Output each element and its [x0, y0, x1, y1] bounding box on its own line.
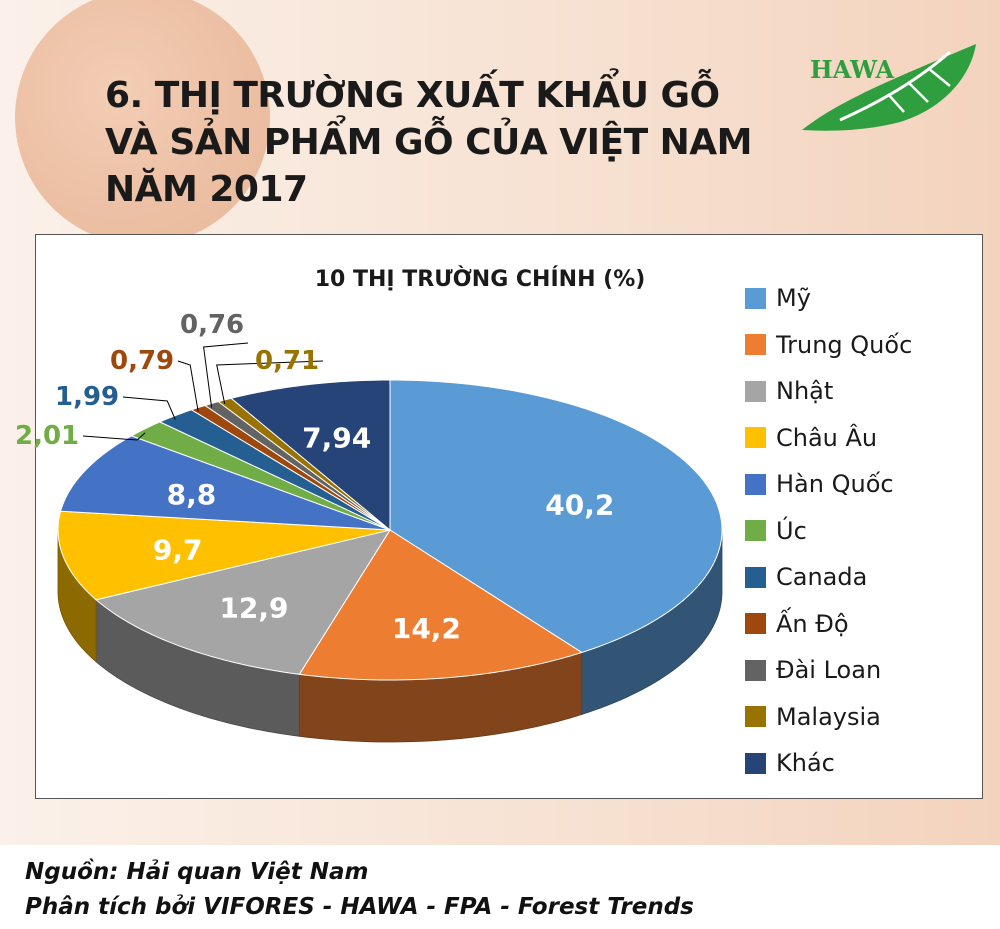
data-label-uc: 2,01 — [15, 421, 79, 451]
legend-item-nhat: Nhật — [745, 368, 965, 415]
title-line-2: VÀ SẢN PHẨM GỖ CỦA VIỆT NAM — [105, 122, 752, 163]
data-label-khac: 7,94 — [302, 422, 371, 455]
legend-item-han-quoc: Hàn Quốc — [745, 461, 965, 508]
legend-swatch — [745, 287, 766, 309]
data-label-nhat: 12,9 — [219, 592, 288, 625]
legend-swatch — [745, 427, 766, 449]
leader-line-uc — [82, 432, 146, 441]
decorative-circle — [15, 0, 270, 245]
legend-item-trung-quoc: Trung Quốc — [745, 322, 965, 369]
legend-swatch — [745, 659, 766, 681]
legend-label: Châu Âu — [776, 423, 878, 452]
data-label-dai-loan: 0,76 — [180, 310, 244, 340]
logo-text: HAWA — [810, 55, 895, 84]
legend-item-my: Mỹ — [745, 275, 965, 322]
data-label-chau-au: 9,7 — [153, 533, 203, 566]
legend-label: Malaysia — [776, 702, 881, 731]
page-title: 6. THỊ TRƯỜNG XUẤT KHẨU GỖ VÀ SẢN PHẨM G… — [105, 72, 795, 213]
legend-label: Hàn Quốc — [776, 470, 894, 499]
data-label-my: 40,2 — [545, 489, 614, 522]
legend-swatch — [745, 334, 766, 356]
slice-khac — [230, 379, 391, 532]
legend-label: Nhật — [776, 377, 834, 406]
source-note: Nguồn: Hải quan Việt Nam Phân tích bởi V… — [25, 855, 694, 925]
data-label-an-do: 0,79 — [110, 346, 174, 376]
legend-item-malaysia: Malaysia — [745, 694, 965, 741]
slice-my — [389, 379, 723, 653]
leader-line-dai-loan — [203, 342, 249, 408]
data-label-han-quoc: 8,8 — [167, 478, 217, 511]
slice-trung-quoc — [298, 529, 583, 681]
hawa-logo: HAWA — [800, 38, 980, 134]
legend-item-canada: Canada — [745, 554, 965, 601]
title-line-1: 6. THỊ TRƯỜNG XUẤT KHẨU GỖ — [105, 75, 720, 116]
legend-swatch — [745, 473, 766, 495]
legend-label: Khác — [776, 749, 835, 778]
legend-swatch — [745, 706, 766, 728]
legend-label: Trung Quốc — [776, 330, 913, 359]
chart-legend: Mỹ Trung Quốc Nhật Châu Âu Hàn Quốc Úc Canada Ấ… — [745, 275, 965, 787]
legend-label: Đài Loan — [776, 656, 882, 685]
leaf-icon: HAWA — [802, 44, 976, 131]
slice-nhat — [95, 529, 392, 675]
data-label-trung-quoc: 14,2 — [392, 612, 461, 645]
legend-swatch — [745, 752, 766, 774]
leader-line-an-do — [177, 360, 199, 412]
legend-label: Mỹ — [776, 284, 811, 313]
leader-line-malaysia — [216, 360, 324, 405]
title-line-3: NĂM 2017 — [105, 169, 308, 210]
legend-label: Ấn Độ — [776, 609, 849, 638]
chart-title: 10 THỊ TRƯỜNG CHÍNH (%) — [315, 266, 646, 292]
slice-chau-au — [57, 510, 391, 601]
data-label-malaysia: 0,71 — [255, 346, 319, 376]
legend-item-dai-loan: Đài Loan — [745, 647, 965, 694]
slice-canada — [158, 409, 391, 531]
source-line: Nguồn: Hải quan Việt Nam — [25, 859, 369, 885]
analysis-line: Phân tích bởi VIFORES - HAWA - FPA - For… — [25, 894, 694, 920]
legend-item-khac: Khác — [745, 740, 965, 787]
data-label-canada: 1,99 — [55, 382, 119, 412]
legend-swatch — [745, 520, 766, 542]
legend-swatch — [745, 566, 766, 588]
legend-item-chau-au: Châu Âu — [745, 415, 965, 462]
legend-item-an-do: Ấn Độ — [745, 601, 965, 648]
slice-uc — [130, 421, 391, 531]
slice-han-quoc — [59, 435, 391, 531]
legend-label: Canada — [776, 563, 868, 592]
leader-line-canada — [122, 396, 176, 420]
legend-label: Úc — [776, 516, 807, 545]
legend-swatch — [745, 613, 766, 635]
legend-item-uc: Úc — [745, 508, 965, 555]
legend-swatch — [745, 380, 766, 402]
